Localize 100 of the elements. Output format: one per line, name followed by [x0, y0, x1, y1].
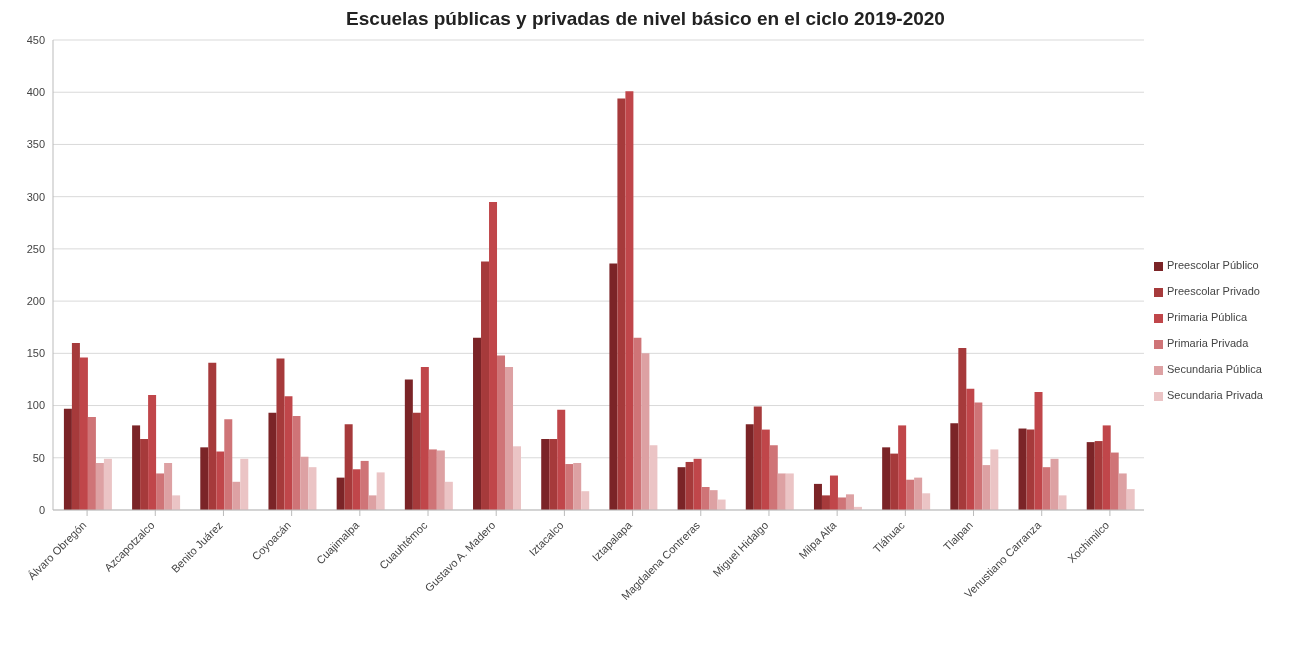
bar — [958, 348, 967, 510]
bar — [1018, 428, 1027, 510]
legend-label: Primaria Pública — [1166, 311, 1248, 323]
bar — [982, 465, 991, 510]
y-tick-label: 0 — [38, 503, 45, 516]
y-tick-label: 50 — [32, 451, 45, 464]
bar — [633, 337, 642, 510]
y-tick-label: 300 — [26, 190, 45, 203]
legend-label: Secundaria Pública — [1166, 363, 1262, 375]
legend-label: Preescolar Público — [1166, 259, 1259, 271]
chart-title: Escuelas públicas y privadas de nivel básico en el ciclo 2019-2020 — [345, 8, 946, 30]
bar — [308, 467, 317, 510]
bar — [79, 357, 88, 510]
bar — [974, 402, 983, 510]
bar — [709, 490, 718, 510]
bar — [148, 395, 157, 510]
bar — [444, 481, 453, 510]
legend-label: Preescolar Privado — [1166, 285, 1260, 297]
bar — [837, 497, 846, 510]
bar — [1042, 467, 1051, 510]
bar — [268, 412, 277, 510]
legend-label: Secundaria Privada — [1166, 389, 1263, 401]
bar — [276, 358, 285, 510]
bar — [497, 355, 506, 510]
bar — [360, 460, 369, 510]
bar — [617, 98, 626, 510]
bar — [103, 458, 112, 510]
bar — [641, 353, 650, 510]
bar — [71, 342, 80, 510]
bar — [1026, 429, 1035, 510]
bar — [200, 447, 209, 510]
bar — [240, 458, 249, 510]
bar — [625, 91, 634, 510]
bar — [420, 366, 429, 510]
bar — [745, 424, 754, 510]
bar — [813, 483, 822, 510]
bar — [557, 409, 566, 510]
bar — [549, 438, 558, 510]
bar — [777, 473, 786, 510]
bar — [906, 479, 915, 510]
bar — [376, 472, 385, 510]
bar — [829, 475, 838, 510]
bar — [404, 379, 413, 510]
bar — [216, 451, 225, 510]
bar — [1094, 441, 1103, 510]
y-tick-label: 150 — [26, 347, 45, 360]
bar — [649, 445, 658, 510]
bar — [1034, 391, 1043, 510]
bar — [87, 417, 96, 510]
bar — [950, 423, 959, 510]
y-tick-label: 100 — [26, 399, 45, 412]
bar — [1058, 495, 1067, 510]
bar — [368, 495, 377, 510]
bar — [882, 447, 891, 510]
bar — [284, 396, 293, 510]
y-tick-label: 200 — [26, 295, 45, 308]
bar — [693, 458, 702, 510]
bar — [753, 406, 762, 510]
bar — [1118, 473, 1127, 510]
bar — [1110, 452, 1119, 510]
bar — [609, 263, 618, 510]
y-tick-label: 450 — [26, 33, 45, 46]
bar — [164, 463, 173, 510]
bar — [990, 449, 999, 510]
bar — [292, 416, 301, 510]
bar — [140, 438, 149, 510]
bar — [914, 477, 923, 510]
bar — [541, 438, 550, 510]
bar — [300, 456, 309, 510]
bar — [344, 424, 353, 510]
bar — [701, 487, 710, 510]
bar — [565, 464, 574, 510]
bar — [761, 429, 770, 510]
bar — [436, 450, 445, 510]
bar — [1126, 489, 1135, 510]
bar — [966, 388, 975, 510]
bar — [1086, 442, 1095, 510]
bar — [473, 337, 482, 510]
bar — [172, 495, 181, 510]
bar — [785, 473, 794, 510]
bar — [412, 412, 421, 510]
bar — [481, 261, 490, 510]
bar — [336, 477, 345, 510]
y-tick-label: 400 — [26, 86, 45, 99]
bar — [821, 495, 830, 510]
bar — [428, 449, 437, 510]
y-tick-label: 350 — [26, 138, 45, 151]
bar — [1050, 458, 1059, 510]
bar — [573, 463, 582, 510]
legend-label: Primaria Privada — [1166, 337, 1249, 349]
bar — [505, 366, 514, 510]
bar — [685, 461, 694, 510]
bar — [208, 362, 217, 510]
bar — [890, 453, 899, 510]
bar — [95, 463, 104, 510]
bar — [489, 201, 498, 510]
bar — [63, 408, 72, 510]
bar — [922, 493, 931, 510]
bar — [677, 467, 686, 510]
bar — [845, 494, 854, 510]
